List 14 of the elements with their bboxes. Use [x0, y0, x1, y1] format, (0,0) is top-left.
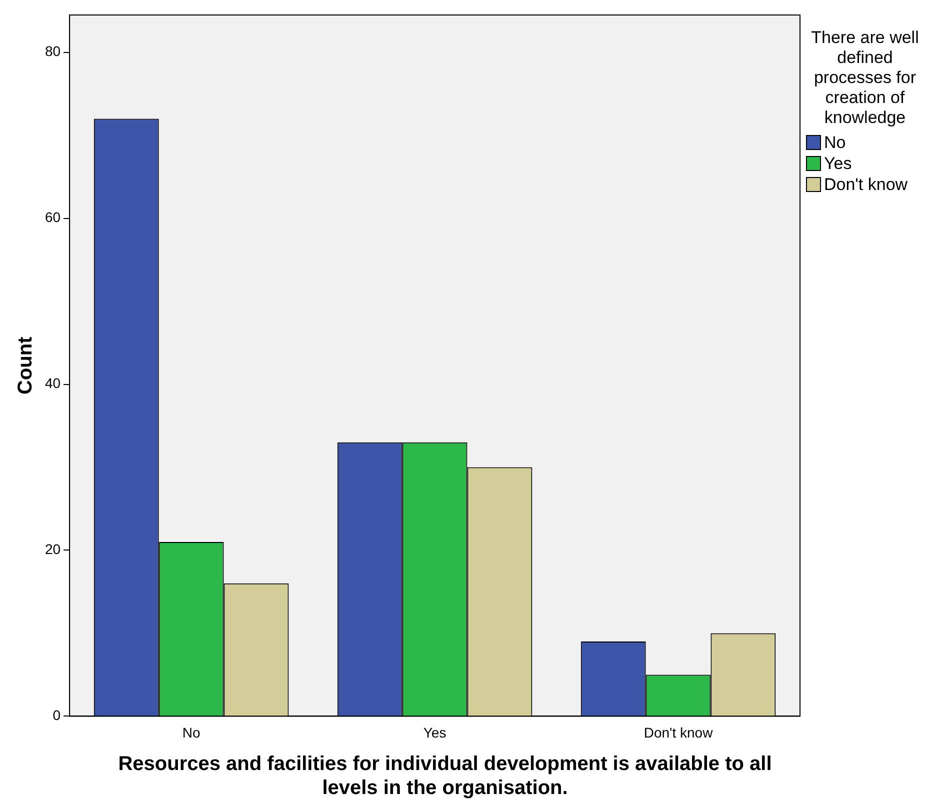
x-tick-label: Yes	[423, 724, 446, 740]
legend-label: Yes	[824, 154, 852, 174]
y-axis-title: Count	[14, 336, 37, 394]
x-tick-label: Don't know	[644, 724, 714, 740]
y-tick-label: 40	[44, 375, 61, 392]
legend-label: No	[824, 132, 846, 152]
legend-label: Don't know	[824, 174, 908, 194]
y-tick-label: 0	[52, 707, 61, 724]
y-tick-label: 20	[44, 541, 61, 558]
y-tick-label: 60	[44, 209, 61, 226]
x-axis-title: Resources and facilities for individual development is available to all levels in the organisation.	[117, 752, 773, 800]
y-tick-label: 80	[44, 43, 61, 60]
legend-title: There are well defined processes for creation of knowledge	[810, 28, 920, 128]
x-tick-label: No	[182, 724, 200, 740]
